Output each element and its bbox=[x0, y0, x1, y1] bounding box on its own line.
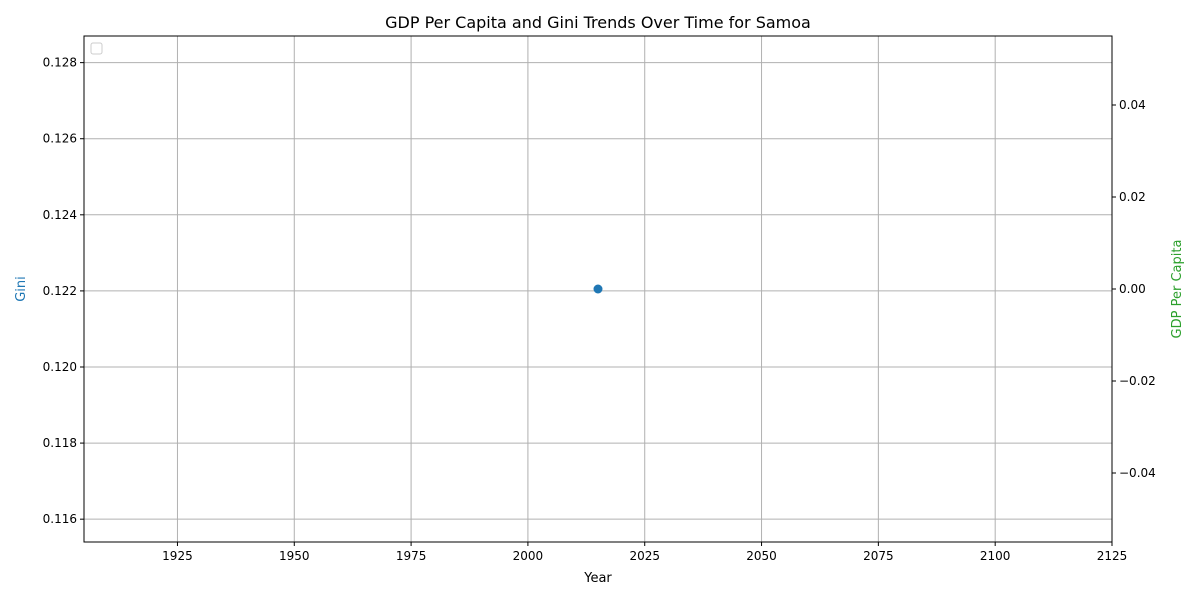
y-right-tick-label: −0.04 bbox=[1119, 466, 1156, 480]
x-axis: 1925 1950 1975 2000 2025 2050 2075 2100 2125 bbox=[162, 542, 1127, 563]
legend-box bbox=[90, 42, 103, 55]
x-tick-label: 2100 bbox=[980, 549, 1011, 563]
y-axis-right-label: GDP Per Capita bbox=[1170, 240, 1185, 339]
y-axis-right: −0.04 −0.02 0.00 0.02 0.04 bbox=[1112, 98, 1156, 480]
y-axis-left: 0.116 0.118 0.120 0.122 0.124 0.126 0.128 bbox=[43, 56, 84, 526]
x-tick-label: 1975 bbox=[396, 549, 427, 563]
x-tick-label: 2075 bbox=[863, 549, 894, 563]
y-left-tick-label: 0.122 bbox=[43, 284, 77, 298]
y-left-tick-label: 0.128 bbox=[43, 56, 77, 70]
y-right-tick-label: 0.00 bbox=[1119, 282, 1146, 296]
y-left-tick-label: 0.120 bbox=[43, 360, 77, 374]
x-tick-label: 2025 bbox=[629, 549, 660, 563]
y-left-tick-label: 0.126 bbox=[43, 132, 77, 146]
y-right-tick-label: 0.04 bbox=[1119, 98, 1146, 112]
y-right-tick-label: 0.02 bbox=[1119, 190, 1146, 204]
x-tick-label: 1925 bbox=[162, 549, 193, 563]
data-point bbox=[593, 284, 603, 294]
x-tick-label: 2125 bbox=[1097, 549, 1128, 563]
x-tick-label: 2050 bbox=[746, 549, 777, 563]
y-left-tick-label: 0.118 bbox=[43, 436, 77, 450]
x-axis-label: Year bbox=[583, 571, 612, 586]
data-points bbox=[593, 284, 603, 294]
x-tick-label: 1950 bbox=[279, 549, 310, 563]
y-left-tick-label: 0.124 bbox=[43, 208, 77, 222]
y-left-tick-label: 0.116 bbox=[43, 512, 77, 526]
y-right-tick-label: −0.02 bbox=[1119, 374, 1156, 388]
x-tick-label: 2000 bbox=[513, 549, 544, 563]
y-axis-left-label: Gini bbox=[14, 276, 29, 302]
chart-title: GDP Per Capita and Gini Trends Over Time… bbox=[385, 13, 811, 32]
